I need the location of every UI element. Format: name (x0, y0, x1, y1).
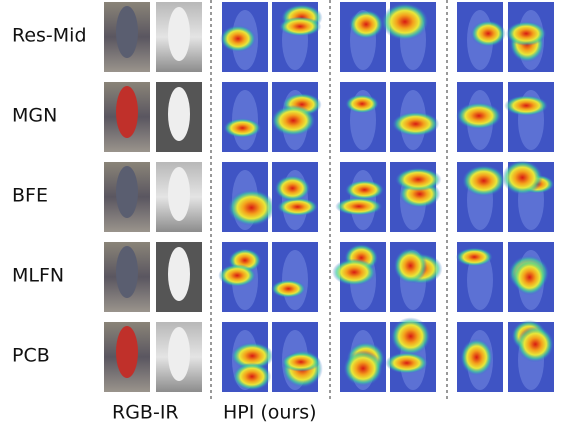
image-grid (104, 2, 555, 392)
activation (332, 258, 377, 286)
activation (218, 264, 256, 287)
person (168, 327, 190, 381)
activation (462, 165, 506, 197)
activation (393, 247, 428, 284)
activation (343, 350, 383, 387)
person (116, 6, 138, 58)
person (116, 246, 138, 298)
activation (227, 189, 276, 227)
person (116, 326, 138, 378)
activation (348, 9, 384, 39)
person (116, 166, 138, 218)
activation (223, 118, 262, 138)
input-label: RGB-IR (112, 402, 179, 424)
person (116, 86, 138, 138)
method-label: HPI (ours) (223, 402, 317, 424)
activation (460, 338, 493, 376)
activation (502, 160, 543, 195)
activation (392, 111, 440, 137)
activation (345, 94, 379, 114)
activation (271, 279, 306, 298)
activation (504, 95, 549, 116)
row-label: MLFN (12, 265, 64, 287)
row-label: Res-Mid (12, 25, 87, 47)
activation (345, 179, 385, 200)
activation (230, 342, 274, 370)
activation (274, 175, 311, 202)
activation (456, 102, 502, 130)
activation (335, 197, 383, 216)
activation (381, 3, 429, 41)
activation (220, 25, 257, 53)
person (168, 87, 190, 141)
activation (516, 326, 554, 363)
activation (512, 259, 547, 296)
activation (395, 167, 442, 192)
activation (385, 352, 429, 374)
activation (505, 21, 547, 46)
row-label: BFE (12, 185, 48, 207)
activation (470, 20, 506, 47)
activation (455, 247, 493, 267)
activation (281, 352, 321, 372)
activation (277, 197, 318, 217)
activation (232, 362, 272, 391)
person (168, 247, 190, 301)
person (168, 167, 190, 221)
activation (278, 16, 322, 37)
activation (390, 317, 431, 356)
person (168, 7, 190, 61)
row-label: PCB (12, 345, 50, 367)
row-label: MGN (12, 105, 57, 127)
activation (271, 105, 316, 137)
